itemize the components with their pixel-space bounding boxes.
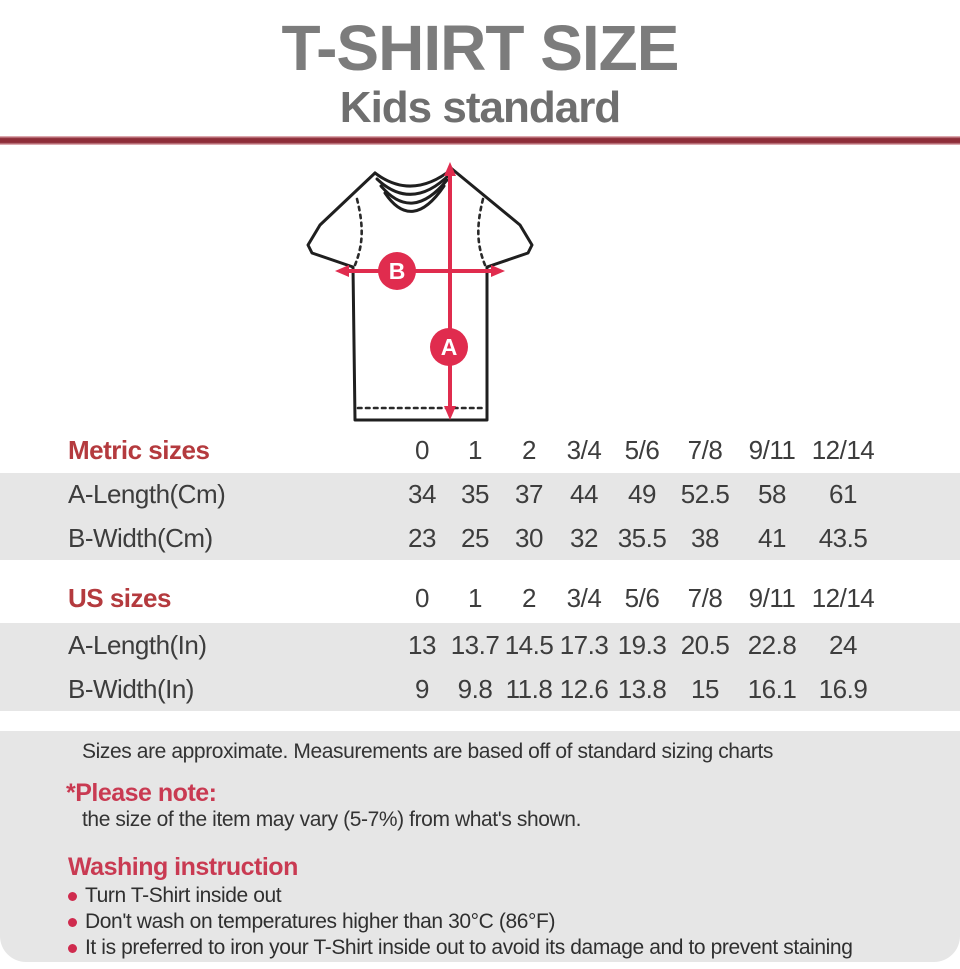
size-column-header: 5/6 <box>624 435 660 465</box>
table-cell: 20.5 <box>680 629 730 660</box>
size-column-header: 3/4 <box>566 435 602 465</box>
table-cell: 9 <box>415 673 429 704</box>
table-cell: 44 <box>570 479 598 510</box>
us-header-row: US sizes 0 1 2 3/4 5/6 7/8 9/11 12/14 <box>0 576 960 620</box>
table-cell: 32 <box>570 522 598 553</box>
row-label: A-Length(In) <box>68 629 207 660</box>
washing-item: It is preferred to iron your T-Shirt ins… <box>68 935 960 961</box>
collar-rib-2 <box>379 178 449 205</box>
washing-instruction-title: Washing instruction <box>68 853 298 881</box>
size-table: Metric sizes 0 1 2 3/4 5/6 7/8 9/11 12/1… <box>0 428 960 711</box>
table-cell: 38 <box>691 522 719 553</box>
approx-note: Sizes are approximate. Measurements are … <box>82 740 773 763</box>
size-column-header: 0 <box>415 582 429 613</box>
table-cell: 58 <box>758 479 786 510</box>
length-badge <box>430 328 468 366</box>
size-column-header: 12/14 <box>811 582 875 613</box>
washing-item-text: Turn T-Shirt inside out <box>85 884 282 907</box>
table-cell: 37 <box>515 479 543 510</box>
table-cell: 43.5 <box>818 522 868 553</box>
table-cell: 49 <box>628 479 656 510</box>
row-label: B-Width(Cm) <box>68 522 213 553</box>
left-sleeve-seam <box>353 197 363 267</box>
table-cell: 35.5 <box>617 522 667 553</box>
size-column-header: 2 <box>522 435 536 465</box>
bullet-icon <box>68 917 77 927</box>
table-cell: 25 <box>461 522 489 553</box>
please-note-title: *Please note: <box>66 779 217 807</box>
width-arrow <box>335 265 505 277</box>
collar-rib-3 <box>383 184 446 213</box>
please-note-body: the size of the item may vary (5-7%) fro… <box>82 808 582 831</box>
size-column-header: 12/14 <box>811 435 875 465</box>
us-sizes-header: US sizes <box>68 582 171 613</box>
table-row: B-Width(Cm) 23 25 30 32 35.5 38 41 43.5 <box>0 517 960 561</box>
table-cell: 9.8 <box>457 673 493 704</box>
table-cell: 24 <box>829 629 857 660</box>
page-subtitle: Kids standard <box>339 83 621 132</box>
size-column-header: 5/6 <box>624 582 660 613</box>
bullet-icon <box>68 891 77 901</box>
size-column-header: 7/8 <box>687 435 723 465</box>
row-label: A-Length(Cm) <box>68 479 226 510</box>
us-rows-band: A-Length(In) 13 13.7 14.5 17.3 19.3 20.5… <box>0 623 960 711</box>
size-column-header: 1 <box>468 582 482 613</box>
table-cell: 16.9 <box>818 673 868 704</box>
metric-header-row: Metric sizes 0 1 2 3/4 5/6 7/8 9/11 12/1… <box>0 428 960 473</box>
table-cell: 11.8 <box>505 673 553 704</box>
tshirt-measurement-diagram: B A <box>306 162 534 422</box>
notes-section: Sizes are approximate. Measurements are … <box>0 731 960 962</box>
width-badge <box>378 252 416 290</box>
washing-item-text: It is preferred to iron your T-Shirt ins… <box>85 936 853 959</box>
size-column-header: 0 <box>415 435 429 465</box>
length-label: A <box>441 334 458 360</box>
size-column-header: 9/11 <box>748 435 796 465</box>
table-cell: 12.6 <box>559 673 609 704</box>
length-arrow <box>444 162 456 420</box>
row-label: B-Width(In) <box>68 673 194 704</box>
width-label: B <box>389 258 406 284</box>
table-cell: 14.5 <box>504 629 554 660</box>
size-column-header: 9/11 <box>748 582 796 613</box>
table-row: B-Width(In) 9 9.8 11.8 12.6 13.8 15 16.1… <box>0 667 960 711</box>
table-cell: 13.7 <box>450 629 500 660</box>
collar-outline <box>373 167 454 188</box>
table-cell: 41 <box>758 522 786 553</box>
table-cell: 16.1 <box>747 673 797 704</box>
table-cell: 17.3 <box>559 629 609 660</box>
table-cell: 19.3 <box>617 629 667 660</box>
washing-item: Don't wash on temperatures higher than 3… <box>68 909 960 935</box>
page-title: T-SHIRT SIZE <box>281 12 680 84</box>
right-sleeve-seam <box>477 197 487 267</box>
bullet-icon <box>68 943 77 953</box>
size-column-header: 1 <box>468 435 482 465</box>
table-row: A-Length(In) 13 13.7 14.5 17.3 19.3 20.5… <box>0 623 960 667</box>
collar-rib-1 <box>375 172 452 196</box>
size-column-header: 3/4 <box>566 582 602 613</box>
table-cell: 52.5 <box>680 479 730 510</box>
table-cell: 61 <box>829 479 857 510</box>
washing-item: Turn T-Shirt inside out <box>68 883 960 909</box>
table-row: A-Length(Cm) 34 35 37 44 49 52.5 58 61 <box>0 473 960 517</box>
metric-rows-band: A-Length(Cm) 34 35 37 44 49 52.5 58 61 B… <box>0 473 960 560</box>
metric-sizes-header: Metric sizes <box>68 435 210 465</box>
table-cell: 13.8 <box>617 673 667 704</box>
tshirt-outline <box>306 167 534 422</box>
divider-line <box>0 136 960 145</box>
size-column-header: 7/8 <box>687 582 723 613</box>
table-cell: 34 <box>408 479 436 510</box>
table-cell: 23 <box>408 522 436 553</box>
table-cell: 22.8 <box>747 629 797 660</box>
table-cell: 13 <box>408 629 436 660</box>
size-column-header: 2 <box>522 582 536 613</box>
table-cell: 35 <box>461 479 489 510</box>
table-cell: 30 <box>515 522 543 553</box>
washing-item-text: Don't wash on temperatures higher than 3… <box>85 910 556 933</box>
table-cell: 15 <box>691 673 719 704</box>
